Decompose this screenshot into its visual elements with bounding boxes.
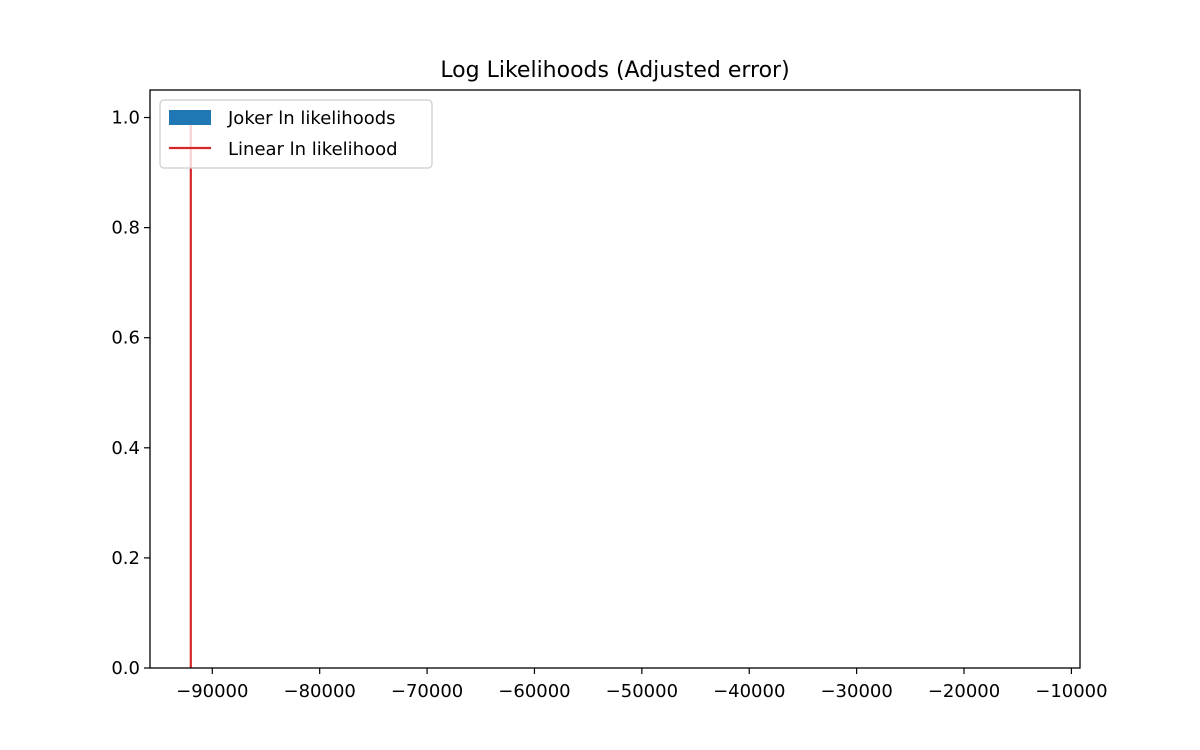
legend-swatch-joker: [169, 110, 211, 125]
y-axis-ticks: 0.0 0.2 0.4 0.6 0.8 1.0: [111, 108, 150, 679]
y-tick-label: 0.0: [111, 658, 140, 679]
x-tick-label: −10000: [1035, 681, 1107, 702]
x-tick-label: −70000: [391, 681, 463, 702]
plot-frame: [149, 89, 1081, 669]
x-axis-ticks: −90000 −80000 −70000 −60000 −50000 −40000 −300…: [176, 668, 1108, 702]
x-tick-label: −20000: [928, 681, 1000, 702]
legend: Joker ln likelihoods Linear ln likelihoo…: [159, 99, 433, 169]
y-tick-label: 1.0: [111, 108, 140, 129]
x-tick-label: −50000: [606, 681, 678, 702]
legend-label-joker: Joker ln likelihoods: [227, 108, 396, 129]
y-tick-label: 0.6: [111, 328, 140, 349]
x-tick-label: −80000: [284, 681, 356, 702]
y-tick-label: 0.4: [111, 438, 140, 459]
x-tick-label: −40000: [713, 681, 785, 702]
x-tick-label: −90000: [176, 681, 248, 702]
x-tick-label: −60000: [498, 681, 570, 702]
legend-box: [159, 99, 433, 169]
x-tick-label: −30000: [820, 681, 892, 702]
y-tick-label: 0.2: [111, 548, 140, 569]
y-tick-label: 0.8: [111, 218, 140, 239]
legend-label-linear: Linear ln likelihood: [228, 139, 398, 160]
chart-title: Log Likelihoods (Adjusted error): [440, 58, 789, 83]
